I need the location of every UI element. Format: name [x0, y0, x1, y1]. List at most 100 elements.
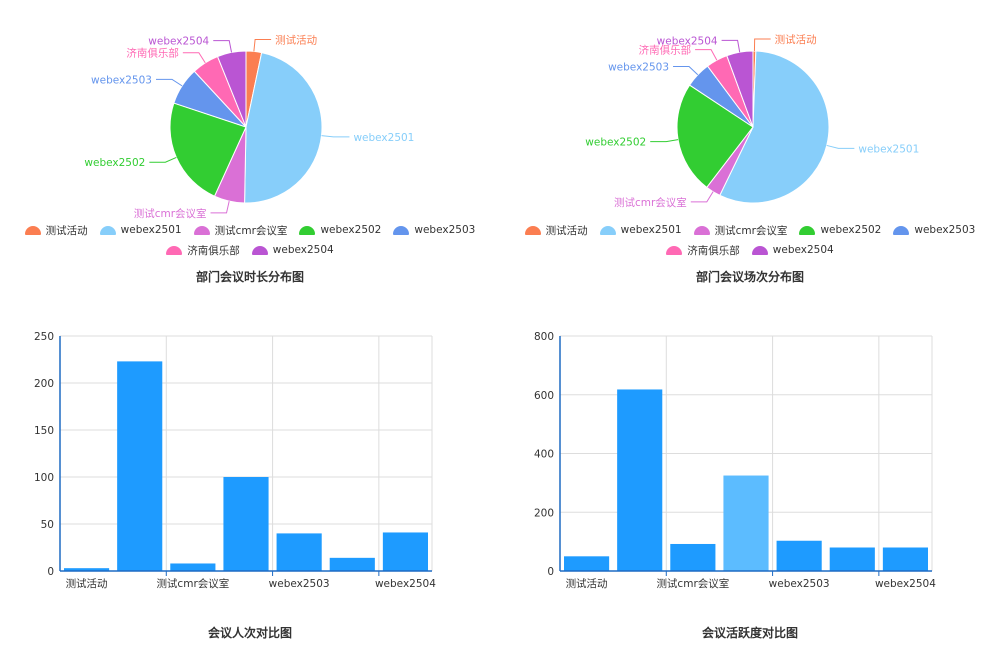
x-tick-label: webex2503	[269, 578, 330, 590]
legend-label: webex2502	[820, 224, 882, 236]
pie-label-item-0: 测试活动	[775, 33, 817, 46]
legend-item-item-5[interactable]: 济南俱乐部	[166, 242, 240, 258]
x-tick-label: 测试cmr会议室	[656, 577, 729, 590]
x-tick-label: 测试活动	[66, 577, 108, 590]
sessions-pie-legend: 测试活动 webex2501 测试cmr会议室 webex2502 webex2503 济…	[500, 222, 1000, 258]
pie-label-line-webex2502	[650, 139, 679, 143]
pie-label-line-webex2504	[213, 40, 233, 53]
attendance-bar-panel: 0 50 100 150 200 250 测试活动 测试cmr会议室 webex2503 webe…	[0, 320, 500, 649]
legend-item-webex2501[interactable]: webex2501	[99, 222, 182, 238]
legend-swatch-icon	[299, 225, 316, 235]
sessions-pie-panel: 测试活动 webex2501 测试cmr会议室 webex2502 webex2503 济…	[500, 0, 1000, 300]
legend-label: webex2503	[914, 224, 976, 236]
bar-cmr[interactable]	[670, 543, 716, 571]
x-tick-label: webex2503	[769, 578, 830, 590]
legend-item-webex2503[interactable]: webex2503	[893, 222, 975, 238]
y-tick-label: 800	[534, 331, 554, 343]
legend-label: 测试cmr会议室	[714, 224, 788, 237]
legend-label: webex2504	[272, 244, 334, 256]
legend-item-item-0[interactable]: 测试活动	[24, 222, 88, 238]
pie-label-item-5: 济南俱乐部	[126, 47, 179, 60]
legend-swatch-icon	[524, 225, 541, 235]
legend-label: webex2503	[414, 224, 476, 236]
legend-swatch-icon	[166, 245, 183, 255]
x-tick-label: 测试cmr会议室	[156, 577, 229, 590]
pie-label-item-0: 测试活动	[275, 33, 317, 46]
legend-label: 济南俱乐部	[687, 244, 740, 257]
y-tick-label: 100	[34, 472, 54, 484]
legend-label: 测试活动	[545, 224, 588, 237]
legend-item-webex2502[interactable]: webex2502	[799, 222, 881, 238]
legend-swatch-icon	[666, 245, 683, 255]
x-tick-label: webex2504	[875, 578, 936, 590]
legend-item-cmr[interactable]: 测试cmr会议室	[193, 222, 288, 238]
bar-webex2503[interactable]	[276, 533, 322, 571]
y-tick-label: 400	[534, 449, 554, 461]
legend-label: 测试cmr会议室	[214, 224, 288, 237]
pie-slice-webex2501[interactable]	[244, 52, 323, 204]
y-tick-label: 0	[47, 566, 54, 578]
pie-label-webex2501: webex2501	[353, 132, 414, 144]
bar-webex2504[interactable]	[882, 547, 928, 572]
bar-item-0[interactable]	[564, 556, 610, 571]
bar-webex2502[interactable]	[223, 477, 269, 571]
legend-item-webex2502[interactable]: webex2502	[299, 222, 381, 238]
bar-item-5[interactable]	[329, 557, 375, 571]
bar-webex2503[interactable]	[776, 540, 822, 571]
pie-label-line-webex2501	[321, 135, 350, 138]
pie-slice-webex2504[interactable]	[216, 50, 247, 128]
pie-label-line-webex2503	[155, 78, 183, 87]
duration-pie-title: 部门会议时长分布图	[195, 270, 304, 284]
bar-webex2501[interactable]	[117, 361, 163, 571]
duration-pie-panel: 测试活动 webex2501 测试cmr会议室 webex2502 webex2503 济…	[0, 0, 500, 300]
duration-pie-legend: 测试活动 webex2501 测试cmr会议室 webex2502 webex2503 济…	[0, 222, 500, 258]
bar-webex2504[interactable]	[382, 532, 428, 571]
legend-label: 测试活动	[45, 224, 88, 237]
legend-swatch-icon	[751, 245, 768, 255]
legend-item-webex2504[interactable]: webex2504	[251, 242, 334, 258]
pie-label-line-item-5	[695, 49, 718, 61]
pie-label-line-item-0	[753, 38, 771, 52]
pie-label-line-webex2503	[673, 66, 699, 76]
legend-label: webex2504	[772, 244, 834, 256]
legend-swatch-icon	[251, 245, 268, 255]
legend-item-item-5[interactable]: 济南俱乐部	[666, 242, 740, 258]
y-tick-label: 150	[34, 425, 54, 437]
legend-swatch-icon	[193, 225, 210, 235]
pie-label-webex2501: webex2501	[858, 143, 919, 155]
bar-webex2501[interactable]	[617, 389, 663, 571]
legend-swatch-icon	[24, 225, 41, 235]
x-tick-label: webex2504	[375, 578, 436, 590]
x-tick-label: 测试活动	[566, 577, 608, 590]
legend-label: webex2502	[320, 224, 382, 236]
legend-item-cmr[interactable]: 测试cmr会议室	[693, 222, 788, 238]
bar-item-0[interactable]	[64, 568, 110, 571]
legend-item-webex2501[interactable]: webex2501	[599, 222, 682, 238]
bar-cmr[interactable]	[170, 563, 216, 571]
pie-slice-webex2501[interactable]	[719, 50, 830, 204]
y-tick-label: 50	[41, 519, 54, 531]
pie-label-cmr: 测试cmr会议室	[134, 207, 207, 220]
activity-bar-panel: 0 200 400 600 800 测试活动 测试cmr会议室 webex2503 webex2…	[500, 320, 1000, 649]
bar-item-5[interactable]	[829, 547, 875, 572]
pie-label-line-item-5	[182, 52, 206, 64]
pie-label-line-cmr	[690, 191, 714, 203]
sessions-pie-title: 部门会议场次分布图	[695, 270, 804, 284]
legend-swatch-icon	[99, 225, 116, 235]
legend-item-webex2504[interactable]: webex2504	[751, 242, 834, 258]
bar-webex2502[interactable]	[723, 475, 769, 571]
pie-slice-webex2502[interactable]	[169, 102, 247, 197]
legend-swatch-icon	[799, 225, 816, 235]
legend-swatch-icon	[599, 225, 616, 235]
legend-item-item-0[interactable]: 测试活动	[524, 222, 588, 238]
activity-bar-title: 会议活跃度对比图	[701, 626, 798, 640]
legend-swatch-icon	[893, 225, 910, 235]
y-tick-label: 600	[534, 390, 554, 402]
legend-label: 济南俱乐部	[187, 244, 240, 257]
pie-label-line-webex2502	[149, 156, 177, 163]
legend-item-webex2503[interactable]: webex2503	[393, 222, 475, 238]
pie-label-webex2502: webex2502	[585, 137, 646, 149]
legend-label: webex2501	[120, 224, 182, 236]
pie-label-line-cmr	[210, 201, 230, 214]
activity-bar-chart: 0 200 400 600 800 测试活动 测试cmr会议室 webex2503 webex2…	[534, 331, 936, 590]
